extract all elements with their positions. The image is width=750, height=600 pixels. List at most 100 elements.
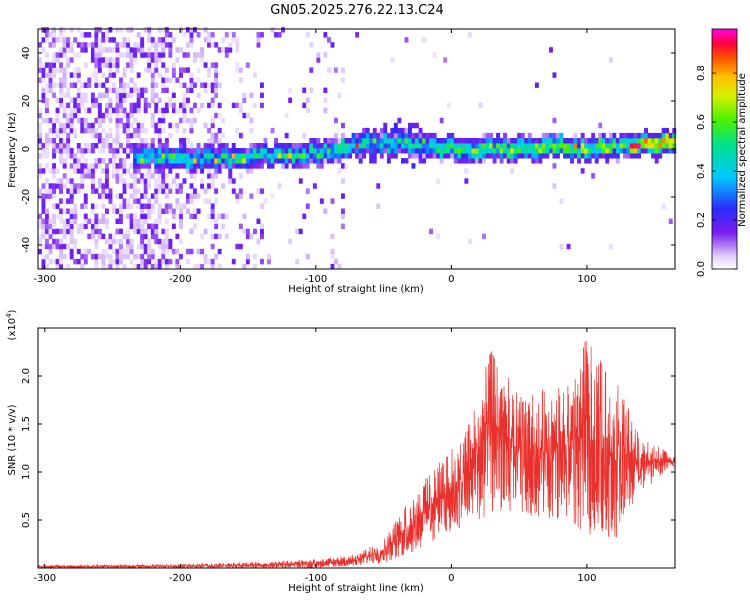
spectrogram-cell bbox=[214, 42, 219, 48]
spectrogram-cell bbox=[573, 138, 578, 144]
spectrogram-cell bbox=[189, 183, 194, 189]
spectrogram-cell bbox=[415, 138, 419, 144]
spectrogram-cell bbox=[341, 223, 345, 230]
spectrogram-cell bbox=[171, 107, 176, 114]
spectrogram-cell bbox=[126, 233, 131, 240]
spectrogram-cell bbox=[196, 193, 201, 199]
spectrogram-cell bbox=[140, 223, 145, 230]
spectrogram-cell bbox=[401, 127, 405, 134]
spectrogram-cell bbox=[425, 148, 430, 154]
spectrogram-cell bbox=[587, 153, 592, 159]
spectrogram-cell bbox=[541, 138, 546, 144]
spectrogram-cell bbox=[66, 264, 71, 270]
spectrogram-cell bbox=[245, 168, 250, 174]
spectrogram-cell bbox=[453, 138, 458, 144]
spectrogram-cell bbox=[637, 143, 642, 149]
spectrogram-cell bbox=[133, 223, 138, 230]
spectrogram-cell bbox=[133, 143, 138, 149]
spectrogram-cells bbox=[38, 27, 677, 270]
spectrogram-cell bbox=[386, 132, 391, 139]
spectrogram-cell bbox=[154, 223, 159, 230]
spectrogram-cell bbox=[59, 248, 64, 255]
spectrogram-cell bbox=[411, 138, 416, 144]
spectrogram-cell bbox=[658, 143, 663, 149]
spectrogram-cell bbox=[80, 228, 85, 235]
spectrogram-cell bbox=[87, 173, 92, 179]
spectrogram-cell bbox=[623, 138, 627, 144]
spectrogram-cell bbox=[161, 37, 166, 43]
spectrogram-cell bbox=[133, 148, 138, 154]
spectrogram-cell bbox=[122, 198, 127, 204]
spectrogram-cell bbox=[323, 52, 328, 58]
spectrogram-cell bbox=[245, 228, 250, 235]
spectrogram-cell bbox=[83, 117, 88, 124]
spectrogram-cell bbox=[372, 158, 377, 164]
spectrogram-cell bbox=[277, 183, 282, 189]
spectrogram-cell bbox=[73, 208, 78, 214]
spectrogram-cell bbox=[122, 203, 127, 209]
spectrogram-cell bbox=[115, 62, 120, 68]
spectrogram-cell bbox=[376, 138, 381, 144]
spectrogram-cell bbox=[193, 188, 197, 194]
spectrogram-cell bbox=[97, 253, 102, 260]
spectrogram-cell bbox=[154, 258, 159, 265]
spectrogram-cell bbox=[52, 173, 57, 179]
spectrogram-cell bbox=[101, 203, 106, 209]
spectrogram-cell bbox=[157, 163, 162, 169]
spectrogram-cell bbox=[182, 117, 187, 124]
spectrogram-cell bbox=[362, 138, 367, 144]
spectrogram-cell bbox=[457, 143, 462, 149]
spectrogram-cell bbox=[59, 158, 64, 164]
snr-x-ticks: -300 -200 -100 0 100 bbox=[33, 328, 596, 584]
spectrogram-cell bbox=[658, 132, 663, 139]
spectrogram-cell bbox=[552, 143, 557, 149]
spectrogram-cell bbox=[119, 178, 123, 184]
spectrogram-cell bbox=[59, 188, 64, 194]
spectrogram-cell bbox=[143, 183, 148, 189]
spectrogram-cell bbox=[182, 67, 187, 73]
spectrogram-cell bbox=[97, 57, 102, 63]
spectrogram-cell bbox=[147, 173, 152, 179]
spectrogram-cell bbox=[214, 112, 219, 119]
spectrogram-cell bbox=[323, 107, 328, 114]
spectrogram-cell bbox=[41, 193, 46, 199]
spectrogram-cell bbox=[203, 82, 208, 88]
spectrogram-cell bbox=[214, 82, 219, 88]
spectrogram-cell bbox=[90, 143, 95, 149]
spectrogram-cell bbox=[126, 138, 131, 144]
spectrogram-cell bbox=[41, 168, 46, 174]
spectrogram-cell bbox=[143, 233, 148, 240]
spectrogram-cell bbox=[633, 153, 638, 159]
spectrogram-cell bbox=[365, 132, 370, 139]
spectrogram-cell bbox=[73, 183, 78, 189]
spectrogram-cell bbox=[210, 183, 215, 189]
spectrogram-cell bbox=[217, 168, 222, 174]
spectrogram-cell bbox=[365, 143, 370, 149]
spectrogram-cell bbox=[154, 52, 159, 58]
spectrogram-cell bbox=[386, 143, 391, 149]
spectrogram-cell bbox=[341, 143, 345, 149]
spectrogram-cell bbox=[55, 203, 60, 209]
spectrogram-cell bbox=[654, 148, 659, 154]
spectrogram-cell bbox=[334, 132, 338, 139]
spectrogram-cell bbox=[179, 102, 183, 109]
spectrogram-cell bbox=[66, 102, 71, 109]
spectrogram-cell bbox=[150, 264, 155, 270]
colorbar-tick-label: 0.8 bbox=[696, 65, 707, 81]
spectrogram-cell bbox=[541, 148, 546, 154]
spectrogram-cell bbox=[358, 148, 363, 154]
spectrogram-cell bbox=[207, 213, 212, 220]
spectrogram-cell bbox=[312, 183, 317, 189]
spectrogram-cell bbox=[129, 238, 134, 245]
spectrogram-cell bbox=[122, 163, 127, 169]
spectrogram-cell bbox=[73, 258, 78, 265]
spectrogram-cell bbox=[573, 153, 578, 159]
spectrogram-cell bbox=[626, 138, 631, 144]
spectrogram-cell bbox=[73, 163, 78, 169]
spectrogram-cell bbox=[157, 122, 162, 129]
spectrogram-cell bbox=[105, 102, 109, 109]
spectrogram-cell bbox=[274, 138, 279, 144]
spectrogram-cell bbox=[478, 143, 483, 149]
spectrogram-cell bbox=[101, 57, 106, 63]
spectrogram-cell bbox=[193, 264, 197, 270]
